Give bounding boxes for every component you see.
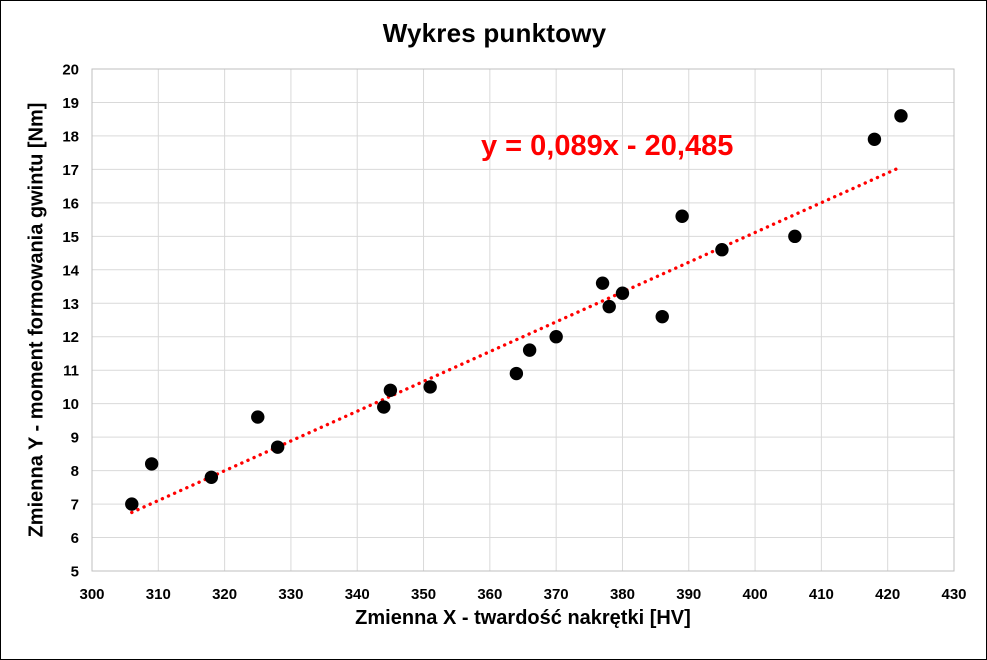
data-point — [423, 380, 437, 394]
y-tick-label: 15 — [62, 229, 79, 246]
y-tick-label: 5 — [71, 564, 79, 581]
y-tick-label: 6 — [71, 530, 79, 547]
y-axis-title: Zmienna Y - moment formowania gwintu [Nm… — [25, 102, 48, 538]
y-tick-label: 12 — [62, 329, 79, 346]
y-tick-label: 10 — [62, 396, 79, 413]
data-point — [125, 497, 139, 511]
data-point — [788, 229, 802, 244]
y-tick-label: 13 — [62, 296, 79, 313]
x-tick-label: 330 — [278, 586, 303, 603]
x-tick-label: 350 — [411, 586, 436, 603]
x-tick-label: 380 — [610, 586, 635, 603]
y-tick-label: 7 — [71, 497, 79, 514]
y-tick-label: 8 — [71, 463, 79, 480]
data-point — [270, 440, 285, 454]
y-tick-label: 16 — [62, 195, 79, 212]
chart-title: Wykres punktowy — [382, 18, 607, 48]
x-tick-label: 300 — [79, 586, 104, 603]
x-tick-label: 320 — [212, 586, 237, 603]
y-tick-label: 18 — [62, 128, 79, 145]
data-point — [595, 276, 610, 290]
x-tick-label: 340 — [345, 586, 370, 603]
x-tick-label: 370 — [544, 586, 569, 603]
x-tick-label: 410 — [809, 586, 834, 603]
y-tick-label: 20 — [62, 62, 79, 79]
x-tick-label: 360 — [477, 586, 502, 603]
data-point — [615, 286, 630, 300]
plot-border — [91, 68, 955, 572]
x-tick-label: 390 — [676, 586, 701, 603]
y-tick-label: 14 — [62, 262, 79, 279]
data-point — [715, 243, 729, 257]
data-point — [655, 309, 669, 324]
data-point — [867, 132, 882, 146]
y-tick-label: 11 — [63, 363, 79, 380]
data-point — [522, 343, 537, 357]
data-point — [894, 109, 908, 123]
data-point — [251, 410, 265, 424]
trendline-equation-label: y = 0,089x - 20,485 — [481, 130, 734, 162]
data-point — [144, 457, 159, 471]
data-point — [509, 366, 524, 381]
data-point — [383, 383, 398, 397]
data-point — [602, 299, 616, 314]
data-point — [549, 330, 563, 344]
trendline — [130, 165, 903, 515]
data-point — [377, 400, 391, 414]
x-tick-label: 420 — [875, 586, 900, 603]
y-tick-label: 19 — [62, 95, 79, 112]
x-tick-label: 400 — [743, 586, 768, 603]
data-point — [675, 209, 689, 223]
x-tick-label: 310 — [146, 586, 171, 603]
x-axis-title: Zmienna X - twardość nakrętki [HV] — [355, 607, 691, 629]
y-tick-label: 17 — [62, 162, 79, 179]
x-tick-label: 430 — [941, 586, 966, 603]
y-tick-label: 9 — [71, 430, 79, 447]
data-point — [204, 470, 219, 484]
